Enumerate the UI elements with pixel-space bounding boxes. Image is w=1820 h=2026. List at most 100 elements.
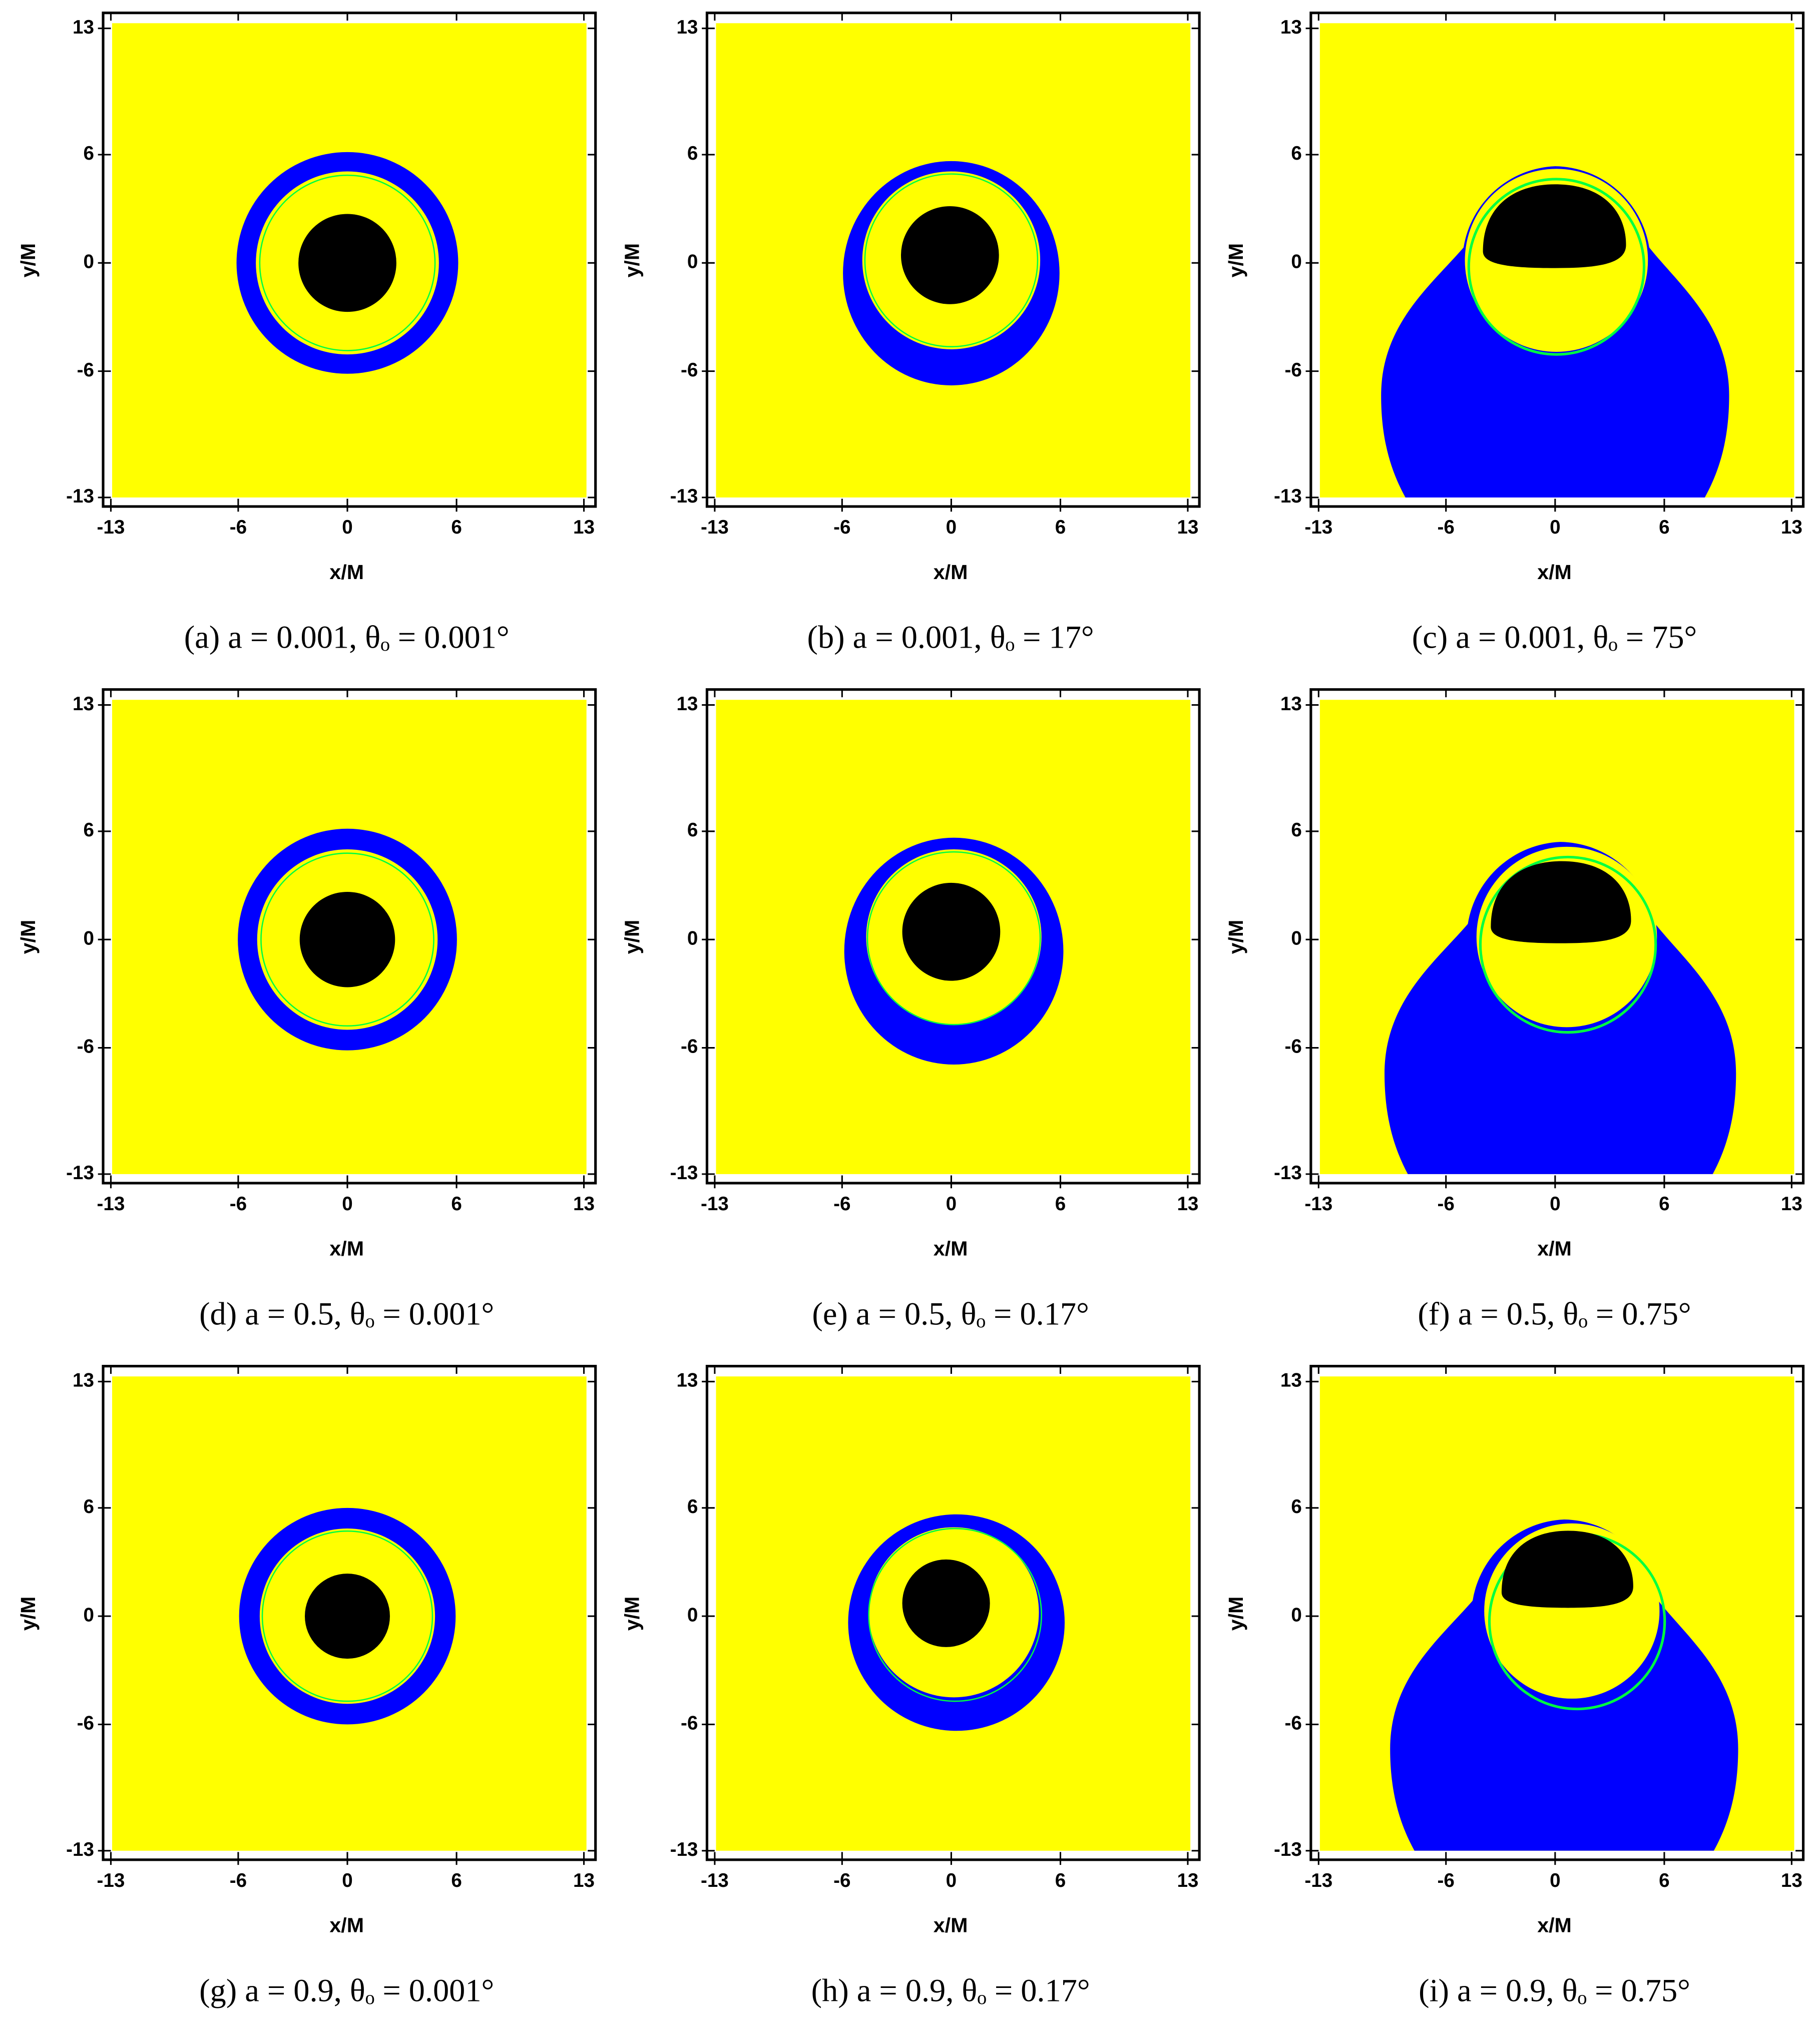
- x-tick-label: 6: [1659, 1870, 1669, 1891]
- y-tick-label: 6: [1291, 143, 1301, 164]
- y-tick-label: -6: [77, 1713, 94, 1734]
- x-tick-label: -6: [230, 1193, 247, 1215]
- x-tick-label: -6: [833, 517, 850, 538]
- x-tick-label: 13: [573, 1193, 595, 1215]
- y-tick-label: 0: [84, 251, 94, 273]
- panel: -13 -6 0 6 13 -13 -6 0 6 13 x/M y/M (h) a = 0.9, θₒ …: [621, 1364, 1201, 2008]
- plot-frame: [1309, 12, 1805, 508]
- x-tick-label: 6: [1055, 1193, 1066, 1215]
- y-axis-label: y/M: [621, 1597, 644, 1631]
- y-tick-label: 6: [84, 143, 94, 164]
- x-tick-label: 6: [1055, 517, 1066, 538]
- x-tick-label: 13: [1781, 1870, 1802, 1891]
- x-axis-label: x/M: [329, 1914, 364, 1937]
- x-tick-label: 0: [946, 517, 957, 538]
- x-tick-label: -13: [97, 517, 125, 538]
- critical-curve: [260, 852, 434, 1027]
- panel: -13 -6 0 6 13 -13 -6 0 6 13 x/M y/M (g) a = 0.9, θₒ …: [17, 1364, 597, 2008]
- y-tick-label: -13: [670, 485, 698, 507]
- caption: (g) a = 0.9, θₒ = 0.001°: [199, 1972, 494, 2008]
- plot-frame: [1309, 688, 1805, 1185]
- x-tick-label: -13: [97, 1193, 125, 1215]
- x-axis-label: x/M: [934, 561, 968, 584]
- panel: -13 -6 0 6 13 -13 -6 0 6 13 x/M y/M (i) a = 0.9, θₒ …: [1224, 1364, 1805, 2008]
- y-tick-label: -6: [77, 359, 94, 381]
- x-axis-label: x/M: [329, 561, 364, 584]
- plot-frame: [705, 688, 1201, 1185]
- critical-curve: [866, 851, 1041, 1026]
- y-axis-label: y/M: [17, 1597, 40, 1631]
- y-axis-label: y/M: [17, 920, 40, 954]
- x-tick-label: -6: [1438, 1193, 1455, 1215]
- x-tick-label: 0: [946, 1870, 957, 1891]
- y-tick-label: -6: [77, 1036, 94, 1058]
- critical-curve: [1479, 855, 1657, 1034]
- y-tick-label: 13: [73, 1370, 94, 1391]
- y-tick-label: 13: [676, 693, 698, 715]
- y-axis-label: y/M: [1224, 1597, 1247, 1631]
- x-tick-label: 13: [1177, 1870, 1198, 1891]
- x-tick-label: 0: [342, 1193, 352, 1215]
- y-tick-label: 13: [676, 1370, 698, 1391]
- x-tick-label: 13: [1781, 1193, 1802, 1215]
- y-axis-label: y/M: [621, 920, 644, 954]
- shadow: [298, 214, 396, 312]
- plot-frame: [1309, 1364, 1805, 1861]
- y-tick-label: 13: [1280, 693, 1302, 715]
- y-tick-label: 6: [687, 1496, 698, 1517]
- x-tick-label: 6: [1055, 1870, 1066, 1891]
- x-axis-label: x/M: [1537, 1914, 1572, 1937]
- shadow-image: [238, 828, 457, 1051]
- panel: -13 -6 0 6 13 -13 -6 0 6 13 x/M y/M (e) a = 0.5, θₒ …: [621, 688, 1201, 1331]
- x-axis-label: x/M: [329, 1237, 364, 1260]
- critical-curve: [259, 174, 436, 351]
- y-tick-label: 6: [1291, 1496, 1301, 1517]
- y-tick-label: 0: [84, 927, 94, 949]
- shadow: [1501, 1531, 1633, 1608]
- y-tick-label: -13: [1274, 1162, 1302, 1184]
- x-tick-label: -6: [230, 1870, 247, 1891]
- x-axis-label: x/M: [1537, 1237, 1572, 1260]
- x-axis-label: x/M: [934, 1914, 968, 1937]
- x-tick-label: -13: [701, 1193, 729, 1215]
- x-tick-label: 0: [1550, 1193, 1560, 1215]
- x-tick-label: -13: [1304, 1870, 1332, 1891]
- x-tick-label: 0: [342, 517, 352, 538]
- caption: (i) a = 0.9, θₒ = 0.75°: [1419, 1972, 1690, 2008]
- y-tick-label: 6: [1291, 819, 1301, 841]
- shadow-image: [848, 1514, 1065, 1731]
- x-tick-label: 0: [946, 1193, 957, 1215]
- caption: (a) a = 0.001, θₒ = 0.001°: [184, 620, 510, 655]
- shadow: [299, 891, 395, 987]
- y-tick-label: -13: [670, 1839, 698, 1860]
- y-tick-label: -13: [1274, 1839, 1302, 1860]
- y-tick-label: -6: [681, 1036, 698, 1058]
- y-axis-label: y/M: [621, 243, 644, 278]
- y-tick-label: -13: [1274, 485, 1302, 507]
- shadow-image: [843, 161, 1060, 385]
- x-tick-label: 13: [573, 1870, 595, 1891]
- panel: -13 -6 0 6 13 -13 -6 0 6 13 x/M y/M (d) a = 0.5, θₒ …: [17, 688, 597, 1331]
- x-tick-label: -13: [1304, 1193, 1332, 1215]
- y-tick-label: 0: [687, 927, 698, 949]
- y-tick-label: 13: [676, 17, 698, 38]
- plot-frame: [102, 12, 597, 508]
- panel: -13 -6 0 6 13 -13 -6 0 6 13 x/M y/M (c) a = 0.001, θ…: [1224, 12, 1805, 655]
- y-axis-label: y/M: [17, 243, 40, 278]
- y-tick-label: -6: [681, 1713, 698, 1734]
- y-tick-label: 13: [1280, 1370, 1302, 1391]
- caption: (f) a = 0.5, θₒ = 0.75°: [1418, 1296, 1691, 1331]
- x-tick-label: -6: [1438, 1870, 1455, 1891]
- plot-frame: [705, 1364, 1201, 1861]
- y-axis-label: y/M: [1224, 243, 1247, 278]
- critical-curve: [864, 173, 1039, 347]
- shadow-image: [1381, 166, 1729, 497]
- panel: -13 -6 0 6 13 -13 -6 0 6 13 x/M y/M (f) a = 0.5, θₒ …: [1224, 688, 1805, 1331]
- x-axis-label: x/M: [1537, 561, 1572, 584]
- y-tick-label: -13: [66, 1839, 94, 1860]
- y-tick-label: -6: [1284, 1036, 1301, 1058]
- y-tick-label: 6: [687, 143, 698, 164]
- y-tick-label: -13: [670, 1162, 698, 1184]
- critical-curve: [868, 1528, 1042, 1702]
